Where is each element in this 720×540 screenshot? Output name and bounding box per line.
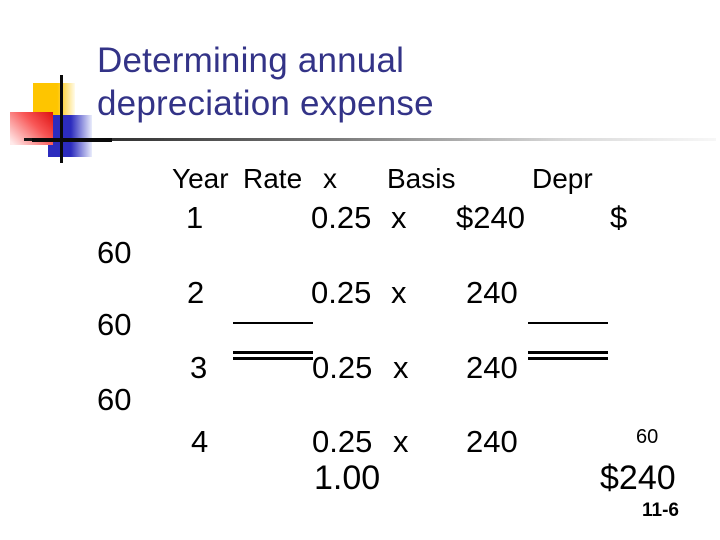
cell-rate-4: 0.25 <box>312 424 373 459</box>
cell-basis-3: 240 <box>466 350 518 385</box>
sum-line-left <box>233 322 313 324</box>
cell-depr-wrapped-3: 60 <box>97 382 132 417</box>
cell-depr-sign-1: $ <box>610 200 628 235</box>
page-title: Determining annual depreciation expense <box>97 39 434 125</box>
cell-year-4: 4 <box>191 424 209 459</box>
logo-horizontal-line <box>32 138 112 142</box>
cell-year-3: 3 <box>190 350 208 385</box>
logo-blue-square <box>48 115 92 157</box>
cell-basis-2: 240 <box>466 275 518 310</box>
cell-rate-2: 0.25 <box>311 275 372 310</box>
rate-total: 1.00 <box>314 459 381 497</box>
double-underline-left <box>233 351 313 360</box>
cell-depr-wrapped-1: 60 <box>97 235 132 270</box>
cell-rate-3: 0.25 <box>312 350 373 385</box>
col-header-times: x <box>323 163 337 194</box>
cell-times-4: x <box>393 424 409 459</box>
logo-vertical-line <box>60 75 63 163</box>
cell-basis-4: 240 <box>466 424 518 459</box>
cell-year-2: 2 <box>187 275 205 310</box>
title-line-2: depreciation expense <box>97 84 434 123</box>
cell-times-2: x <box>391 275 407 310</box>
cell-year-1: 1 <box>186 200 204 235</box>
col-header-depr: Depr <box>532 163 593 194</box>
col-header-basis: Basis <box>387 163 456 194</box>
col-header-year: Year <box>172 163 229 194</box>
cell-rate-1: 0.25 <box>311 200 372 235</box>
double-underline-right <box>528 351 608 360</box>
cell-depr-4: 60 <box>636 426 659 448</box>
cell-basis-1: $240 <box>456 200 525 235</box>
cell-times-1: x <box>391 200 407 235</box>
logo-yellow-square <box>33 83 75 115</box>
sum-line-right <box>528 322 608 324</box>
col-header-rate: Rate <box>243 163 303 194</box>
title-line-1: Determining annual <box>97 41 405 80</box>
page-number: 11-6 <box>642 500 679 521</box>
depr-total: $240 <box>600 459 676 497</box>
cell-depr-wrapped-2: 60 <box>97 307 132 342</box>
cell-times-3: x <box>393 350 409 385</box>
title-divider-rule <box>24 138 716 141</box>
